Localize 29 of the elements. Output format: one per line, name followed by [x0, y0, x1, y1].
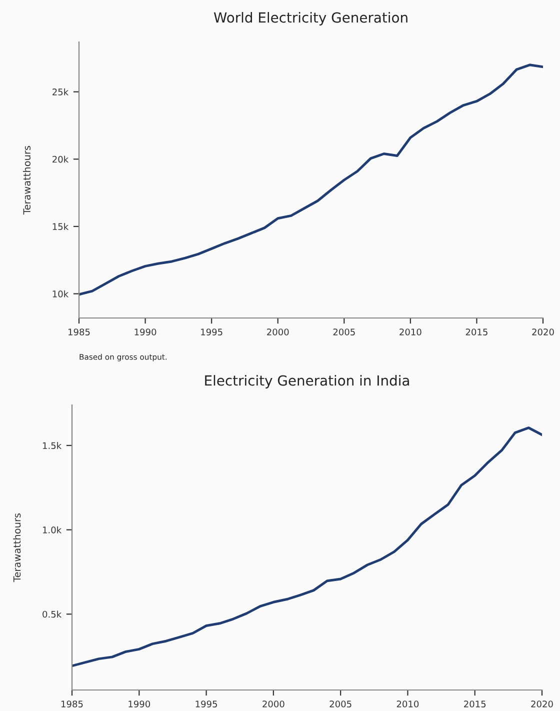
line-series	[72, 426, 542, 668]
x-tick-label: 1995	[201, 328, 222, 336]
x-tick-label: 2015	[466, 328, 488, 336]
x-tick-label: 2010	[396, 700, 419, 708]
x-tick-label: 1985	[62, 700, 83, 708]
x-tick-label: 2010	[400, 328, 422, 336]
x-tick-label: 2000	[267, 328, 289, 336]
x-tick-label: 2000	[262, 700, 284, 708]
y-tick-label: 1.5k	[42, 442, 62, 450]
y-tick-label: 20k	[52, 156, 69, 163]
x-tick-label: 2015	[464, 700, 486, 708]
line-series	[79, 64, 543, 296]
chart-title: World Electricity Generation	[214, 12, 408, 26]
y-axis-title: Terawatthours	[23, 146, 31, 215]
y-tick-label: 1.0k	[42, 526, 62, 534]
y-tick-label: 10k	[52, 290, 69, 298]
x-tick-label: 2005	[330, 700, 352, 708]
y-tick-label: 25k	[52, 88, 69, 96]
y-tick-label: 0.5k	[42, 610, 62, 618]
x-tick-label: 1990	[128, 700, 150, 708]
x-tick-label: 2020	[531, 700, 553, 708]
x-tick-label: 2020	[532, 328, 554, 336]
chart-title: Electricity Generation in India	[205, 375, 409, 388]
y-axis-title: Terawatthours	[13, 513, 21, 582]
x-tick-label: 2005	[333, 328, 355, 336]
x-tick-label: 1990	[134, 328, 156, 336]
y-tick-label: 15k	[52, 223, 69, 230]
x-tick-label: 1995	[196, 700, 217, 708]
x-tick-label: 1985	[68, 328, 90, 336]
